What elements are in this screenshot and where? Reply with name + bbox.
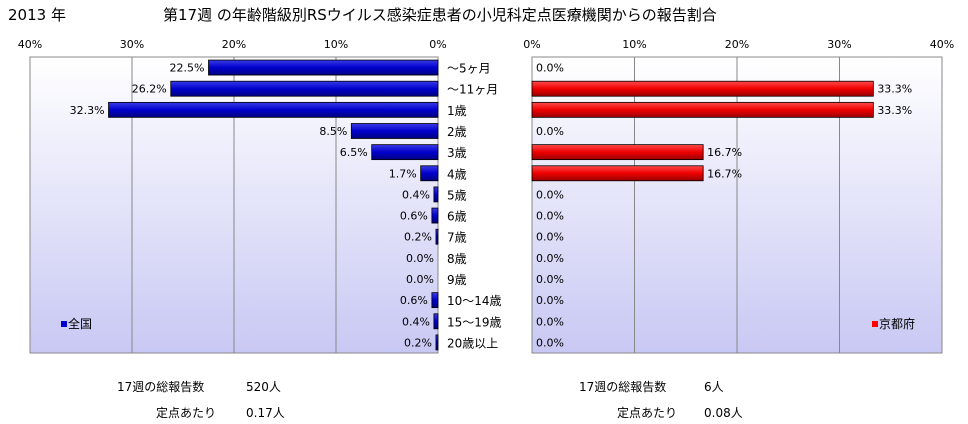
national-bar: [431, 207, 439, 224]
kyoto-data-label: 0.0%: [536, 188, 564, 201]
national-plot: 40% 30% 20% 10% 0% 22.5%26.2% 32.3% 8.5% 6.5% 1.7…: [18, 38, 502, 354]
kyoto-data-label: 0.0%: [536, 336, 564, 349]
kyoto-per-value: 0.08人: [704, 406, 743, 420]
national-data-label: 0.0%: [406, 252, 434, 265]
kyoto-bar: [531, 165, 704, 182]
kyoto-plot: 0% 10% 20% 30% 40% 0.0% 33.3% 33.3% 0.0% 16.7% 16.…: [523, 38, 954, 354]
kyoto-data-label: 0.0%: [536, 294, 564, 307]
kyoto-legend-swatch: [872, 321, 878, 327]
national-legend-label: 全国: [68, 316, 92, 331]
kyoto-data-label: 0.0%: [536, 315, 564, 328]
national-data-label: 32.3%: [70, 104, 105, 117]
kyoto-tick-label: 30%: [827, 38, 851, 51]
national-bar: [420, 165, 439, 182]
kyoto-tick-label: 40%: [930, 38, 954, 51]
national-data-label: 0.2%: [404, 336, 432, 349]
category-label: ～5ヶ月: [447, 62, 491, 76]
national-data-label: 26.2%: [132, 83, 167, 96]
national-data-label: 0.6%: [400, 210, 428, 223]
kyoto-data-label: 16.7%: [707, 146, 742, 159]
national-per-value: 0.17人: [246, 406, 285, 420]
kyoto-data-label: 0.0%: [536, 252, 564, 265]
kyoto-data-label: 0.0%: [536, 62, 564, 75]
national-bar: [208, 59, 439, 76]
kyoto-tick-label: 0%: [523, 38, 540, 51]
kyoto-data-label: 16.7%: [707, 167, 742, 180]
national-data-label: 0.4%: [402, 188, 430, 201]
national-data-label: 6.5%: [340, 146, 368, 159]
national-data-label: 8.5%: [319, 125, 347, 138]
category-label: 20歳以上: [447, 336, 498, 350]
year-label: 2013 年: [8, 6, 66, 24]
category-label: 1歳: [447, 104, 467, 118]
category-label: 15～19歳: [447, 315, 502, 329]
kyoto-data-label: 0.0%: [536, 231, 564, 244]
kyoto-data-label: 0.0%: [536, 273, 564, 286]
kyoto-data-label: 0.0%: [536, 210, 564, 223]
category-label: 2歳: [447, 125, 467, 139]
national-data-label: 0.2%: [404, 231, 432, 244]
kyoto-bar: [531, 144, 704, 161]
national-total-label: 17週の総報告数: [117, 380, 205, 394]
national-tick-label: 30%: [120, 38, 144, 51]
category-label: 7歳: [447, 231, 467, 245]
national-tick-label: 10%: [324, 38, 348, 51]
category-label: ～11ヶ月: [447, 83, 498, 97]
category-label: 5歳: [447, 188, 467, 202]
national-data-label: 0.0%: [406, 273, 434, 286]
category-label: 3歳: [447, 146, 467, 160]
kyoto-data-label: 33.3%: [877, 83, 912, 96]
category-label: 6歳: [447, 210, 467, 224]
kyoto-total-value: 6人: [704, 380, 724, 394]
kyoto-bar: [531, 80, 874, 97]
kyoto-bar: [531, 101, 874, 118]
national-tick-label: 20%: [222, 38, 246, 51]
national-bar: [433, 313, 439, 330]
national-total-value: 520人: [246, 380, 281, 394]
category-label: 8歳: [447, 252, 467, 266]
national-bar: [170, 80, 439, 97]
national-bar: [371, 144, 439, 161]
kyoto-data-label: 33.3%: [877, 104, 912, 117]
national-data-label: 0.6%: [400, 294, 428, 307]
kyoto-legend-label: 京都府: [879, 316, 915, 331]
national-legend-swatch: [61, 321, 67, 327]
kyoto-data-label: 0.0%: [536, 125, 564, 138]
national-bar: [350, 123, 439, 139]
category-label: 9歳: [447, 273, 467, 287]
national-bar: [435, 228, 439, 245]
chart-title: 第17週 の年齢階級別RSウイルス感染症患者の小児科定点医療機関からの報告割合: [163, 6, 717, 24]
national-tick-label: 0%: [429, 38, 446, 51]
national-bar: [108, 101, 439, 118]
national-bar: [435, 334, 439, 351]
category-label: 4歳: [447, 167, 467, 181]
kyoto-total-label: 17週の総報告数: [579, 380, 667, 394]
category-label: 10～14歳: [447, 294, 502, 308]
kyoto-per-label: 定点あたり: [617, 406, 678, 420]
national-data-label: 0.4%: [402, 315, 430, 328]
national-data-label: 1.7%: [389, 167, 417, 180]
national-data-label: 22.5%: [170, 62, 205, 75]
national-bar: [433, 186, 439, 203]
kyoto-tick-label: 10%: [622, 38, 646, 51]
national-bar: [431, 292, 439, 309]
national-tick-label: 40%: [18, 38, 42, 51]
kyoto-tick-label: 20%: [725, 38, 749, 51]
national-per-label: 定点あたり: [156, 406, 217, 420]
